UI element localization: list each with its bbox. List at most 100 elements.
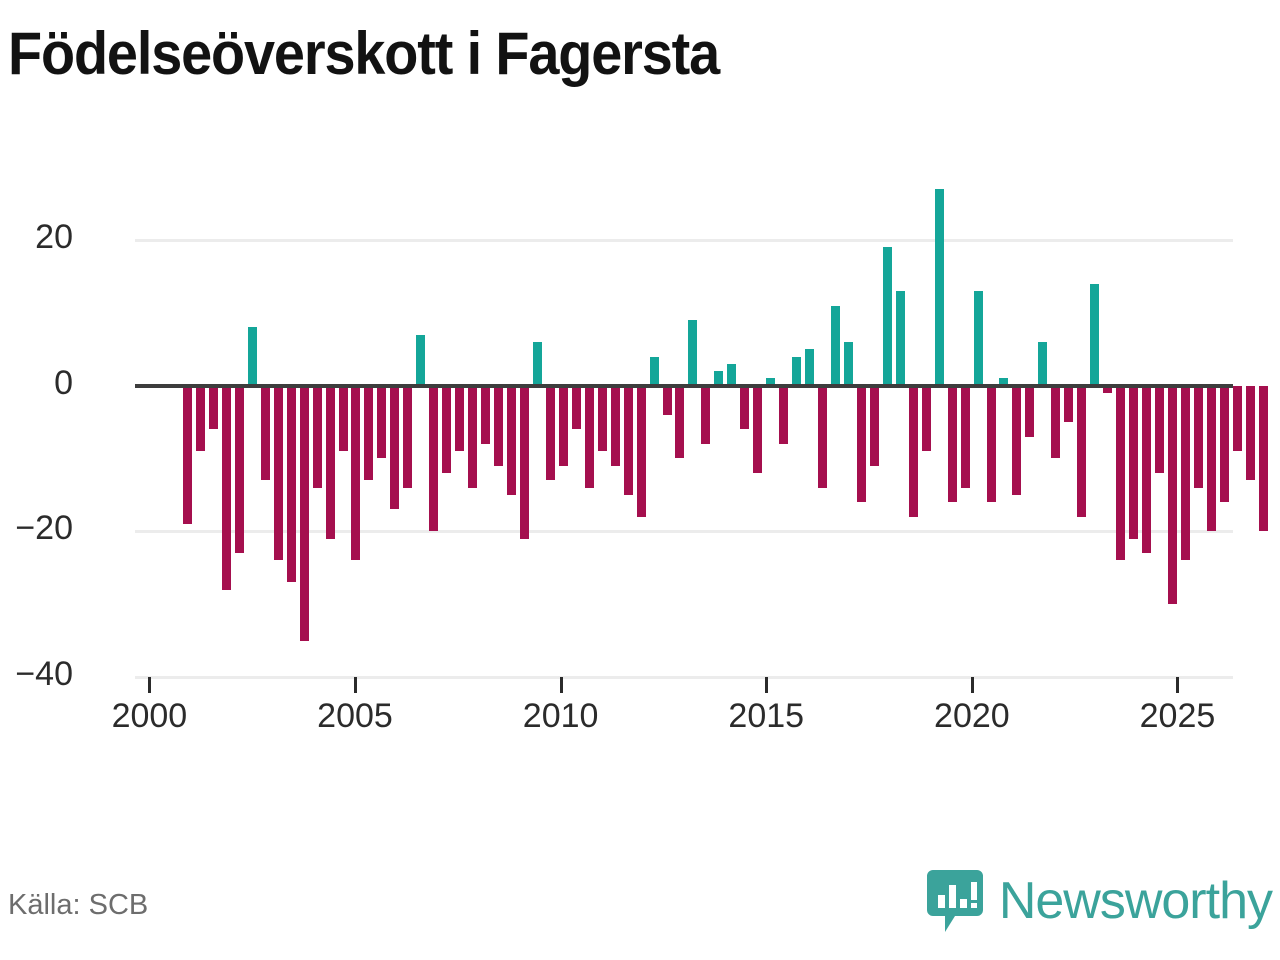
x-tick-label: 2000 <box>111 697 188 735</box>
bar <box>701 385 711 444</box>
bar <box>1245 385 1255 481</box>
gridline <box>135 530 1233 534</box>
bar <box>1090 283 1100 386</box>
bar <box>1064 385 1074 423</box>
bar <box>481 385 491 444</box>
bar <box>908 385 918 517</box>
bar <box>403 385 413 488</box>
bar <box>714 371 724 386</box>
x-tick-label: 2005 <box>317 697 393 735</box>
bar <box>1142 385 1152 554</box>
bar <box>338 385 348 452</box>
bar <box>299 385 309 641</box>
bar <box>960 385 970 488</box>
bar <box>571 385 581 430</box>
bar <box>999 378 1009 386</box>
bar <box>753 385 763 474</box>
bar <box>247 327 257 386</box>
bar <box>869 385 879 466</box>
bar <box>649 356 659 386</box>
bar <box>610 385 620 466</box>
bar <box>1103 385 1113 393</box>
bar <box>973 290 983 386</box>
x-tick-label: 2010 <box>522 697 599 735</box>
x-tick-mark <box>765 677 769 693</box>
gridline <box>135 676 1233 679</box>
bar <box>1155 385 1164 474</box>
x-tick-label: 2015 <box>728 697 805 735</box>
bar <box>468 385 478 488</box>
y-tick-label: −20 <box>15 509 73 548</box>
bar <box>895 290 905 386</box>
bar-chart-speech-bubble-icon <box>926 870 983 932</box>
bar <box>1180 385 1190 561</box>
bar <box>740 385 750 430</box>
bar <box>1129 385 1139 539</box>
zero-axis-line <box>135 383 1233 388</box>
x-tick-mark <box>970 677 974 693</box>
bar <box>727 363 737 386</box>
y-tick-label: 20 <box>35 218 73 256</box>
plot-area: 20 0 −20 −40 <box>15 189 1268 693</box>
bar <box>1232 385 1242 452</box>
x-tick-mark <box>1176 677 1180 693</box>
x-tick-mark <box>559 677 563 693</box>
bar <box>921 385 931 452</box>
x-tick-mark <box>148 677 152 693</box>
bar <box>416 334 426 386</box>
bar <box>662 385 672 415</box>
newsworthy-logo[interactable]: Newsworthy <box>926 870 1273 932</box>
bar <box>1012 385 1022 495</box>
bar <box>442 385 452 474</box>
x-axis: 2000 2005 2010 2015 2020 2025 <box>112 675 1233 745</box>
bar <box>766 378 776 386</box>
bar <box>934 189 944 386</box>
bar <box>623 385 633 495</box>
bar <box>519 385 529 539</box>
bar <box>1116 385 1126 561</box>
bar <box>429 385 439 532</box>
bar <box>818 385 828 488</box>
page-title: Födelseöverskott i Fagersta <box>8 20 720 87</box>
bar <box>584 385 594 488</box>
bar <box>792 356 802 386</box>
bar <box>234 385 244 554</box>
bar <box>532 341 542 386</box>
bar <box>1258 385 1268 532</box>
bar <box>688 320 698 386</box>
bar <box>364 385 374 481</box>
bar <box>882 247 892 386</box>
bar <box>312 385 322 488</box>
bar <box>208 385 218 430</box>
bar <box>843 341 853 386</box>
bar <box>1193 385 1203 488</box>
bar <box>636 385 646 517</box>
bar <box>507 385 516 495</box>
gridline <box>135 239 1233 242</box>
bar <box>1219 385 1229 503</box>
bar <box>221 385 231 590</box>
bar <box>1038 341 1048 386</box>
bar <box>351 385 361 561</box>
y-tick-label: 0 <box>54 363 73 402</box>
bar <box>779 385 789 444</box>
bar <box>455 385 465 452</box>
bar <box>545 385 555 481</box>
x-tick-mark <box>354 677 357 693</box>
bar <box>494 385 504 466</box>
bar <box>856 385 866 503</box>
x-tick-label: 2020 <box>934 697 1010 735</box>
bar <box>273 385 283 561</box>
bar <box>325 385 335 539</box>
bar <box>260 385 270 481</box>
bar <box>377 385 387 459</box>
bar <box>805 349 815 386</box>
bar <box>597 385 607 452</box>
bar-series <box>135 189 1268 677</box>
bar <box>195 385 205 452</box>
bar <box>986 385 996 503</box>
y-tick-label: −40 <box>15 655 73 693</box>
bar <box>1167 385 1177 605</box>
bar <box>1206 385 1216 532</box>
